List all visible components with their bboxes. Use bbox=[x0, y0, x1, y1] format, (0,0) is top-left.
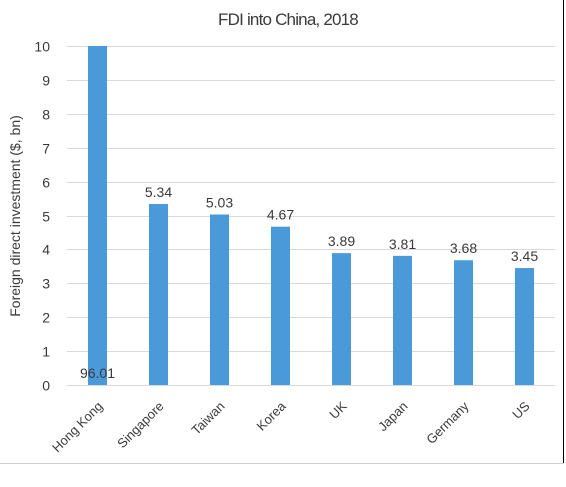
x-tick-label: US bbox=[509, 398, 533, 422]
y-tick-label: 5 bbox=[42, 209, 50, 225]
x-tick-label: Taiwan bbox=[188, 399, 227, 438]
data-label: 96.01 bbox=[80, 365, 115, 381]
y-tick-label: 4 bbox=[42, 242, 50, 258]
bar bbox=[393, 255, 412, 385]
gridlines bbox=[67, 46, 555, 386]
chart-title: FDI into China, 2018 bbox=[218, 10, 358, 29]
data-labels: 96.01 5.34 5.03 4.67 3.89 3.81 3.68 3.45 bbox=[80, 184, 538, 381]
data-label: 5.34 bbox=[145, 184, 172, 200]
y-tick-label: 10 bbox=[34, 39, 50, 55]
x-tick-label: Germany bbox=[423, 398, 472, 447]
y-axis-ticks: 0 1 2 3 4 5 6 7 8 9 10 bbox=[34, 39, 50, 394]
bar bbox=[210, 214, 229, 385]
y-tick-label: 8 bbox=[42, 107, 50, 123]
bar bbox=[88, 46, 107, 385]
data-label: 3.68 bbox=[450, 240, 477, 256]
x-axis-ticks: Hong Kong Singapore Taiwan Korea UK Japan Germ… bbox=[49, 398, 533, 455]
data-label: 5.03 bbox=[206, 194, 233, 210]
bar bbox=[515, 268, 534, 385]
bar bbox=[454, 260, 473, 385]
x-tick-label: Singapore bbox=[114, 399, 167, 452]
data-label: 4.67 bbox=[267, 207, 294, 223]
y-tick-label: 7 bbox=[42, 141, 50, 157]
bars bbox=[88, 46, 534, 385]
y-tick-label: 3 bbox=[42, 276, 50, 292]
x-tick-label: UK bbox=[326, 398, 350, 422]
y-tick-label: 2 bbox=[42, 310, 50, 326]
x-tick-label: Hong Kong bbox=[49, 399, 106, 456]
bar bbox=[149, 203, 168, 385]
y-tick-label: 1 bbox=[42, 344, 50, 360]
bar bbox=[332, 253, 351, 385]
y-tick-label: 0 bbox=[42, 378, 50, 394]
y-tick-label: 9 bbox=[42, 73, 50, 89]
data-label: 3.89 bbox=[328, 233, 355, 249]
data-label: 3.81 bbox=[389, 236, 416, 252]
x-tick-label: Japan bbox=[375, 399, 411, 435]
x-tick-label: Korea bbox=[253, 398, 289, 434]
bar bbox=[271, 226, 290, 385]
y-axis-label: Foreign direct investment ($, bn) bbox=[7, 115, 23, 317]
y-tick-label: 6 bbox=[42, 175, 50, 191]
data-label: 3.45 bbox=[511, 248, 538, 264]
